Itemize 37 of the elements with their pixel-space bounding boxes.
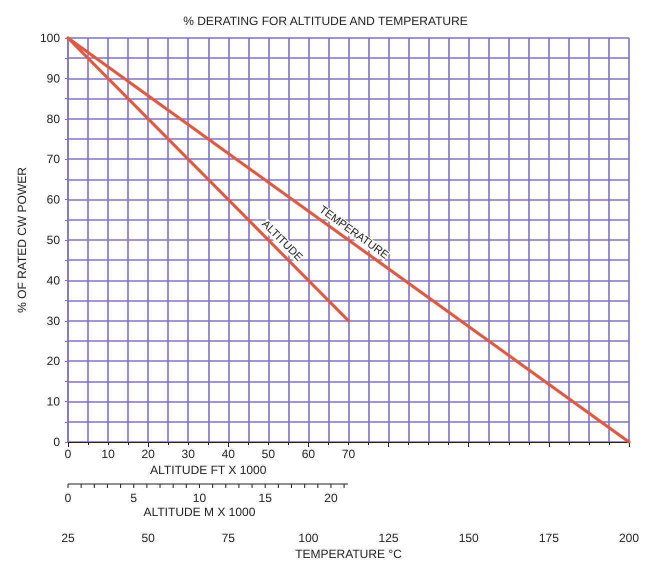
x2-tick-label: 20 — [141, 447, 156, 461]
y-tick-label: 50 — [46, 233, 60, 247]
y-tick-label: 80 — [46, 112, 60, 126]
x2-tick-label: 60 — [302, 447, 316, 461]
x2-tick-label: 30 — [182, 447, 196, 461]
y-axis-title: % OF RATED CW POWER — [15, 166, 29, 313]
y-tick-label: 70 — [46, 152, 60, 166]
x-tick-label: 100 — [298, 531, 319, 545]
text: 10 — [192, 491, 206, 505]
text: 20 — [324, 491, 338, 505]
x-tick-label: 50 — [141, 531, 156, 545]
x-axis-title: TEMPERATURE °C — [295, 547, 402, 561]
y-tick-label: 60 — [46, 192, 60, 207]
x-tick-label: 75 — [222, 531, 236, 545]
x-tick-label: 150 — [458, 531, 480, 545]
text: ALTITUDE M X 1000 — [144, 505, 256, 519]
chart-title: % DERATING FOR ALTITUDE AND TEMPERATURE — [183, 14, 468, 28]
x2-axis-title: ALTITUDE FT X 1000 — [150, 463, 267, 477]
x-tick-label: 125 — [378, 531, 399, 545]
x-tick-label: 25 — [61, 531, 75, 545]
x2-tick-label: 70 — [342, 447, 356, 461]
y-tick-label: 20 — [46, 354, 60, 368]
y-tick-label: 10 — [46, 394, 60, 409]
x2-tick-label: 40 — [222, 447, 236, 461]
x-tick-label: 175 — [538, 531, 560, 545]
text: 15 — [258, 491, 272, 505]
text: 5 — [130, 491, 138, 505]
x-tick-label: 200 — [618, 531, 640, 545]
x2-tick-label: 50 — [262, 447, 276, 461]
y-tick-label: 90 — [46, 71, 60, 86]
y-tick-label: 0 — [53, 435, 60, 449]
y-tick-label: 40 — [46, 273, 60, 288]
x2-tick-label: 10 — [101, 447, 116, 461]
x2-tick-label: 0 — [64, 447, 72, 461]
text: 0 — [64, 491, 72, 505]
y-tick-label: 100 — [40, 31, 60, 45]
y-tick-label: 30 — [46, 314, 60, 328]
